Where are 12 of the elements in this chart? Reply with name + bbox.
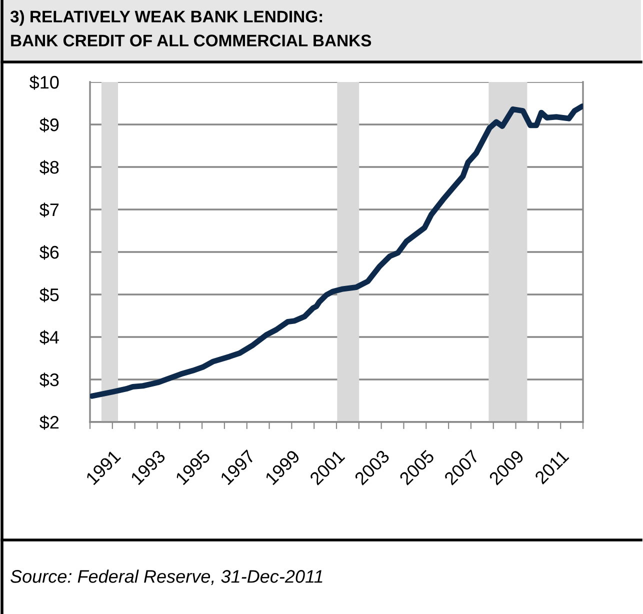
y-tick-label: $2 — [40, 415, 59, 430]
y-tick-label: $4 — [40, 330, 59, 345]
y-tick-label: $10 — [30, 75, 59, 90]
y-tick-label: $7 — [40, 202, 59, 218]
y-tick-label: $6 — [40, 245, 59, 260]
chart-subtitle: BANK CREDIT OF ALL COMMERCIAL BANKS — [11, 34, 372, 46]
chart-title: 3) RELATIVELY WEAK BANK LENDING: — [10, 10, 322, 26]
y-tick-label: $8 — [40, 160, 59, 175]
source-note: Source: Federal Reserve, 31-Dec-2011 — [10, 570, 322, 585]
y-tick-label: $3 — [40, 372, 59, 388]
y-tick-label: $5 — [40, 288, 59, 302]
y-tick-label: $9 — [40, 118, 59, 132]
